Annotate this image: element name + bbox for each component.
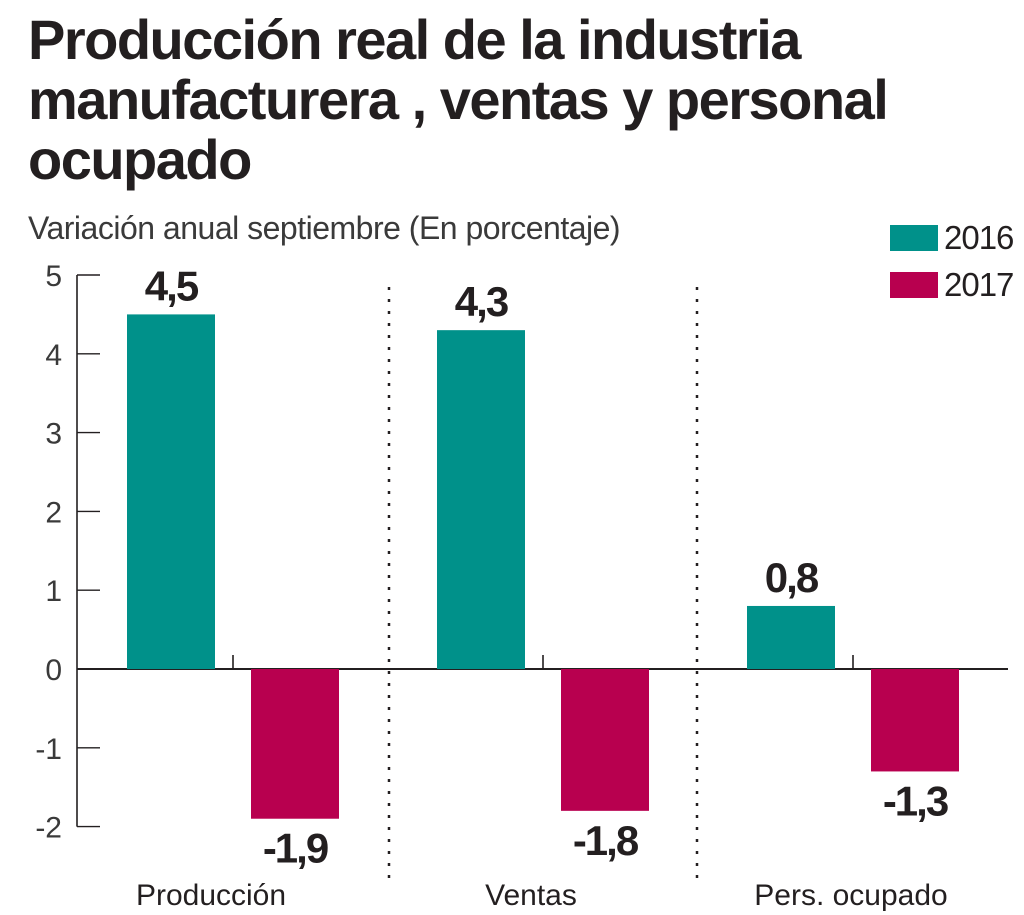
- y-tick-label: -1: [35, 733, 62, 766]
- y-tick-label: 5: [45, 260, 62, 293]
- y-tick-label: 1: [45, 575, 62, 608]
- y-tick-label: 0: [45, 654, 62, 687]
- value-label: -1,9: [263, 825, 328, 872]
- bar-2016-2: [747, 605, 835, 669]
- bar-2017-2: [871, 669, 959, 772]
- y-tick-label: -2: [35, 812, 62, 845]
- value-label: 0,8: [765, 554, 819, 601]
- y-tick-label: 4: [45, 339, 62, 372]
- category-label: Producción: [136, 879, 286, 912]
- bar-2016-0: [127, 314, 215, 669]
- value-label: -1,8: [573, 817, 639, 864]
- legend-item-2016: 2016: [890, 219, 1014, 257]
- category-label: Ventas: [485, 879, 577, 912]
- legend-label-2016: 2016: [944, 219, 1014, 256]
- chart-title: Producción real de la industria manufact…: [28, 8, 889, 191]
- legend-swatch-2016: [890, 225, 938, 251]
- category-label: Pers. ocupado: [754, 879, 947, 912]
- y-tick-label: 2: [45, 496, 62, 529]
- value-label: 4,3: [455, 278, 508, 325]
- legend-item-2017: 2017: [890, 266, 1014, 304]
- bar-2017-1: [561, 669, 649, 811]
- bar-2016-1: [437, 330, 525, 669]
- value-label: 4,5: [145, 262, 199, 309]
- value-label: -1,3: [883, 777, 948, 824]
- bar-2017-0: [251, 669, 339, 819]
- legend-label-2017: 2017: [944, 266, 1014, 303]
- legend-swatch-2017: [890, 272, 938, 298]
- y-tick-label: 3: [45, 418, 62, 451]
- chart-subtitle: Variación anual septiembre (En porcentaj…: [28, 210, 621, 246]
